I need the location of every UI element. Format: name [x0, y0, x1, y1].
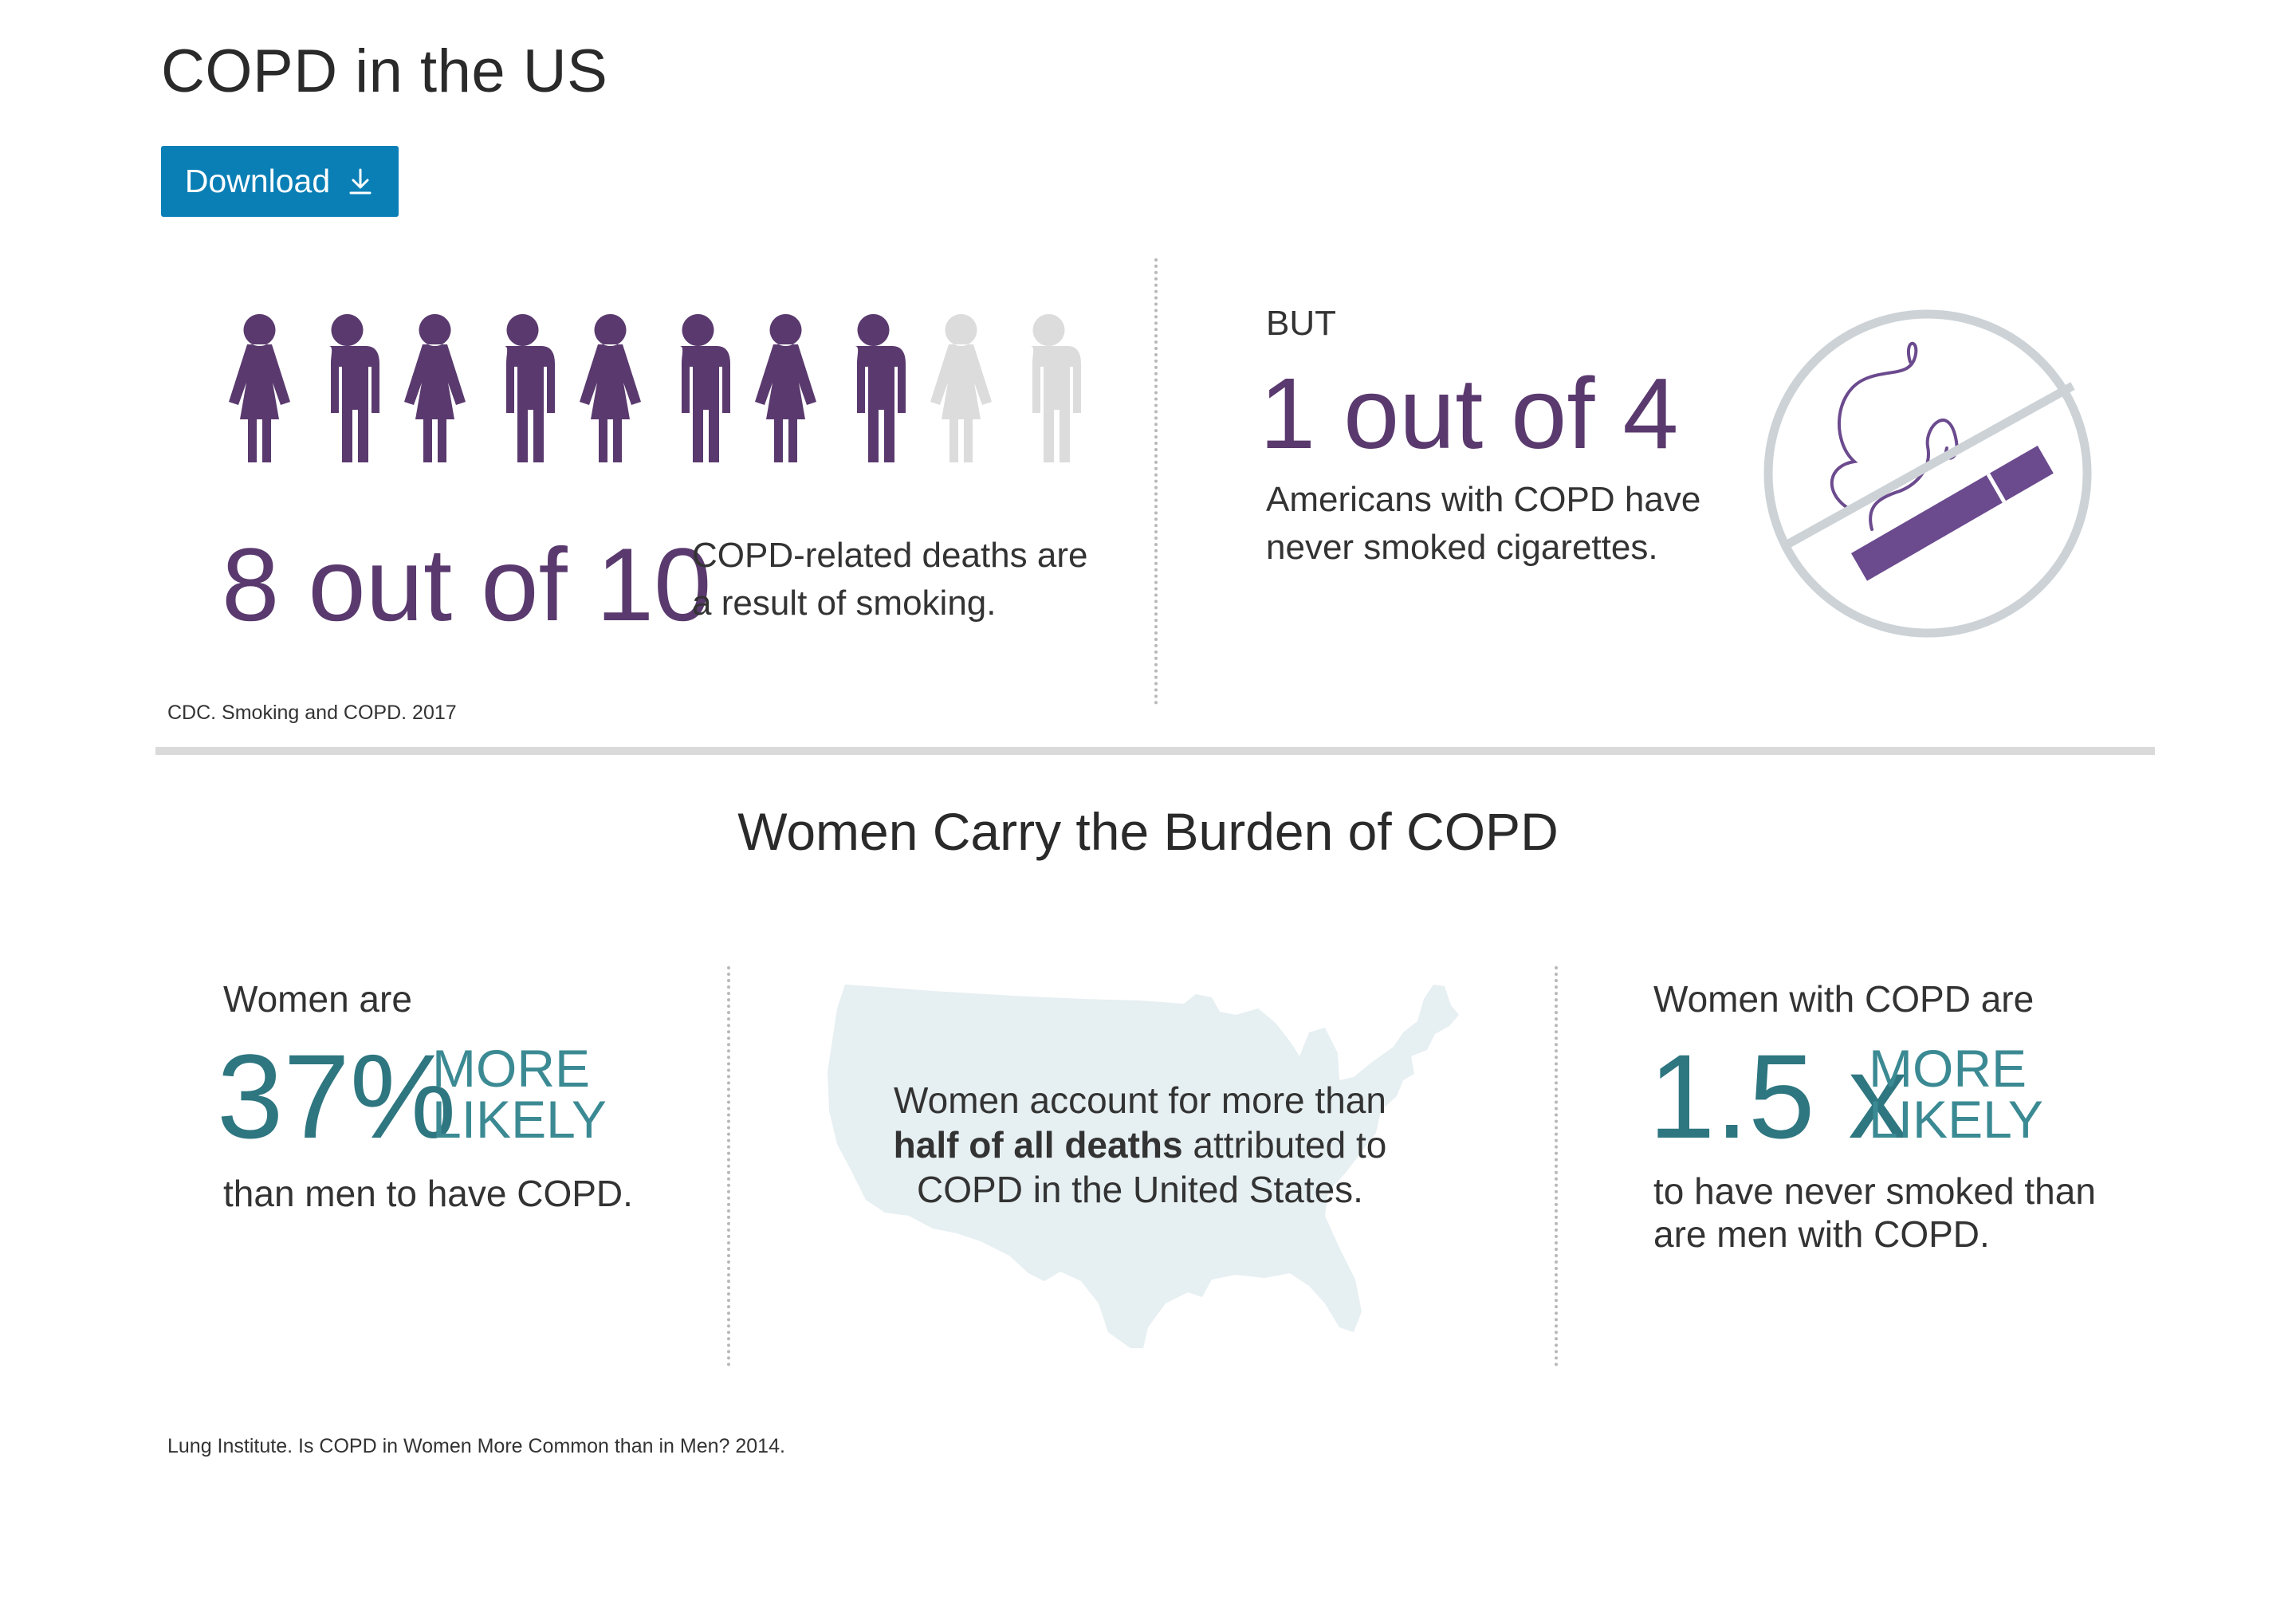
women-deaths-text: Women account for more than half of all …	[821, 1078, 1459, 1212]
women-with-copd-label: Women with COPD are	[1653, 978, 2035, 1020]
no-smoking-icon	[1763, 309, 2092, 638]
likely-label-right: LIKELY	[1869, 1090, 2043, 1149]
more-likely-label: MORE LIKELY	[432, 1039, 607, 1149]
section-divider-vertical	[1154, 258, 1158, 705]
person-figure-icon	[580, 314, 641, 462]
citation-lung-institute: Lung Institute. Is COPD in Women More Co…	[167, 1435, 785, 1457]
more-label: MORE	[432, 1039, 590, 1098]
women-multiplier-tail-line1: to have never smoked than	[1653, 1170, 2096, 1212]
person-figure-icon	[755, 314, 816, 462]
smoking-deaths-stat: 8 out of 10	[222, 526, 712, 643]
never-smoked-description-line1: Americans with COPD have	[1266, 480, 1701, 519]
women-multiplier-stat: 1.5 x	[1649, 1029, 1909, 1163]
download-button-label: Download	[184, 163, 331, 199]
never-smoked-description-line2: never smoked cigarettes.	[1266, 528, 1658, 567]
people-pictogram	[223, 306, 1085, 462]
person-figure-icon	[229, 314, 290, 462]
person-figure-icon	[504, 314, 555, 462]
likely-label: LIKELY	[432, 1090, 607, 1149]
women-section-heading: Women Carry the Burden of COPD	[737, 802, 1559, 861]
us-map-icon	[828, 985, 1459, 1348]
person-figure-icon	[404, 314, 466, 462]
women-deaths-line2: half of all deaths attributed to	[821, 1123, 1459, 1167]
column-divider-right	[1555, 966, 1558, 1366]
women-deaths-line3: COPD in the United States.	[917, 1169, 1363, 1210]
person-figure-icon	[679, 314, 730, 462]
women-deaths-bold: half of all deaths	[893, 1124, 1183, 1166]
women-deaths-line1: Women account for more than	[894, 1079, 1386, 1121]
women-multiplier-tail: to have never smoked than are men with C…	[1653, 1170, 2096, 1256]
person-figure-icon	[855, 314, 906, 462]
column-divider-left	[727, 966, 730, 1366]
person-figure-icon	[930, 314, 992, 462]
download-arrow-icon	[349, 168, 372, 194]
more-likely-label-right: MORE LIKELY	[1869, 1039, 2043, 1149]
women-multiplier-tail-line2: are men with COPD.	[1653, 1213, 1990, 1255]
women-are-label: Women are	[223, 978, 412, 1020]
smoking-deaths-description: COPD-related deaths are a result of smok…	[692, 532, 1087, 627]
more-label-right: MORE	[1869, 1039, 2027, 1098]
but-label: BUT	[1266, 304, 1336, 343]
women-percent-stat: 37%	[217, 1029, 457, 1163]
smoking-deaths-description-line1: COPD-related deaths are	[692, 536, 1088, 575]
smoking-deaths-description-line2: a result of smoking.	[692, 584, 997, 623]
women-percent-tail: than men to have COPD.	[223, 1173, 633, 1214]
women-deaths-line2-rest: attributed to	[1182, 1124, 1387, 1166]
download-button[interactable]: Download	[161, 146, 399, 217]
person-figure-icon	[328, 314, 379, 462]
citation-cdc: CDC. Smoking and COPD. 2017	[167, 702, 457, 724]
page-title: COPD in the US	[161, 37, 608, 105]
never-smoked-description: Americans with COPD have never smoked ci…	[1266, 476, 1700, 572]
section-divider-horizontal	[155, 747, 2155, 755]
never-smoked-stat: 1 out of 4	[1260, 357, 1679, 470]
person-figure-icon	[1030, 314, 1081, 462]
